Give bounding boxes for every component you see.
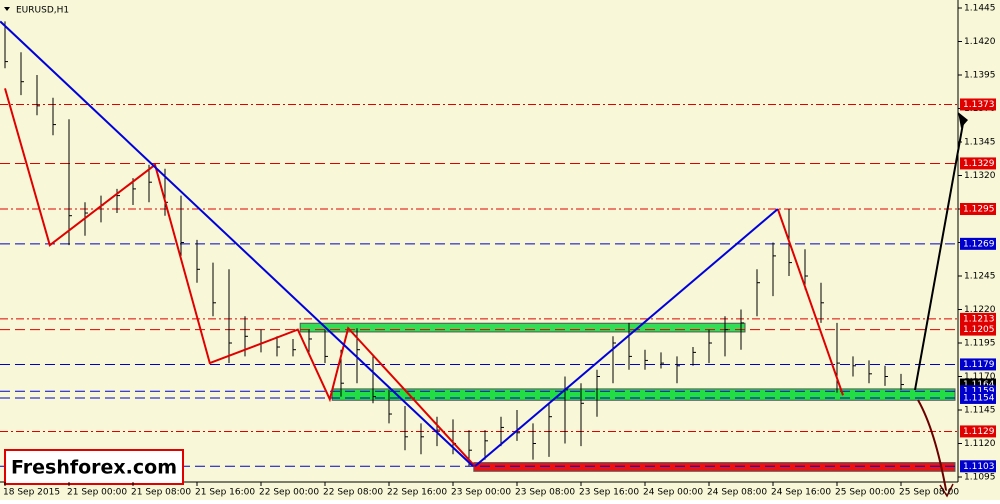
arrow-head: [958, 112, 968, 128]
price-box: [960, 460, 996, 473]
y-tick-label: 1.1445: [964, 4, 996, 14]
x-tick-label: 22 Sep 08:00: [323, 488, 383, 498]
y-tick-label: 1.1245: [964, 272, 996, 282]
plot: [0, 20, 958, 472]
y-tick-label: 1.1120: [964, 439, 996, 449]
x-tick-label: 24 Sep 00:00: [643, 488, 703, 498]
trend-line: [776, 208, 844, 396]
price-label: 1.1213: [963, 314, 995, 324]
logo-box: [4, 449, 184, 485]
logo: Freshforex.com: [11, 457, 177, 479]
price-label: 1.1103: [963, 462, 995, 472]
price-box: [960, 237, 996, 250]
x-tick-label: 21 Sep 16:00: [195, 488, 255, 498]
x-tick-label: 22 Sep 16:00: [387, 488, 447, 498]
price-box: [960, 425, 996, 438]
zone: [331, 388, 956, 401]
y-tick-label: 1.1195: [964, 339, 996, 349]
x-tick-label: 18 Sep 2015: [3, 488, 60, 498]
y-tick-label: 1.1320: [964, 171, 996, 181]
x-tick-label: 21 Sep 00:00: [67, 488, 127, 498]
x-tick-label: 23 Sep 08:00: [515, 488, 575, 498]
price-box: [960, 312, 996, 325]
y-tick-label: 1.1345: [964, 138, 996, 148]
price-box: [960, 98, 996, 111]
price-label: 1.1295: [963, 205, 995, 215]
price-box: [960, 157, 996, 170]
y-tick-label: 1.1145: [964, 406, 996, 416]
price-label: 1.1373: [963, 100, 995, 110]
price-label: 1.1269: [963, 239, 995, 249]
price-box: [960, 391, 996, 404]
x-tick-label: 23 Sep 00:00: [451, 488, 511, 498]
x-tick-label: 24 Sep 08:00: [707, 488, 767, 498]
menu-triangle[interactable]: [4, 7, 10, 11]
price-box: [960, 358, 996, 371]
down-arrow: [917, 399, 947, 491]
y-tick-label: 1.1395: [964, 71, 996, 81]
chart-title: EURUSD,H1: [16, 6, 69, 16]
price-label: 1.1154: [963, 393, 995, 403]
price-box: [960, 203, 996, 215]
y-tick-label: 1.1095: [964, 473, 996, 483]
price-label: 1.1205: [963, 325, 995, 335]
trend-line: [4, 88, 476, 467]
price-label: 1.1179: [963, 360, 995, 370]
y-tick-label: 1.1170: [964, 372, 996, 382]
x-tick-label: 24 Sep 16:00: [771, 488, 831, 498]
price-label: 1.1129: [963, 427, 995, 437]
price-label: 1.1159: [963, 387, 995, 397]
y-tick-label: 1.1220: [964, 305, 996, 315]
zone: [473, 462, 956, 472]
x-tick-label: 23 Sep 16:00: [579, 488, 639, 498]
price-label: 1.1329: [963, 159, 995, 169]
y-tick-label: 1.1420: [964, 37, 996, 47]
x-tick-label: 25 Sep 00:00: [835, 488, 895, 498]
trend-line: [474, 208, 779, 468]
x-tick-label: 21 Sep 08:00: [131, 488, 191, 498]
up-arrow: [914, 117, 965, 391]
x-tick-label: 22 Sep 00:00: [259, 488, 319, 498]
price-label: 1.1164: [963, 380, 995, 390]
arrows: [914, 112, 968, 498]
price-box: [960, 323, 996, 336]
arrow-head: [939, 483, 954, 498]
trend-line: [0, 20, 474, 468]
zone: [299, 322, 746, 333]
x-tick-label: 25 Sep 08:00: [899, 488, 959, 498]
